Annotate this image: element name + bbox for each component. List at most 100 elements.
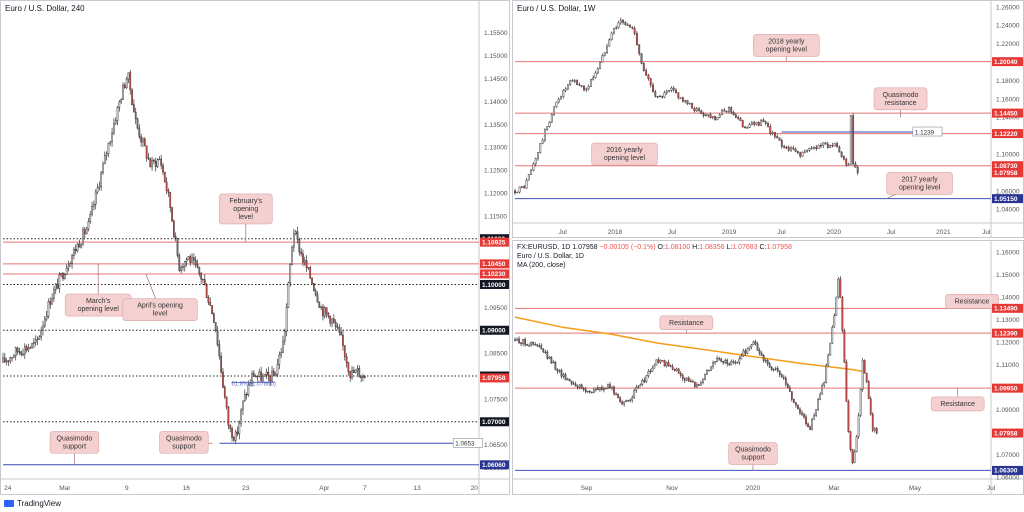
w1-x-tick-label: Jul — [887, 229, 896, 236]
d1-o-value: 1.08100 — [664, 244, 691, 251]
d1-candle-body — [641, 379, 644, 386]
w1-candle-body — [587, 85, 590, 90]
d1-y-tick-label: 1.12000 — [996, 339, 1020, 346]
d1-candle-body — [875, 428, 878, 434]
w1-x-tick-label: 2019 — [722, 229, 737, 236]
h4-candle-body — [142, 138, 144, 143]
h4-candle-body — [47, 301, 50, 317]
h4-candle-body — [42, 325, 44, 331]
h4-candle-body — [158, 158, 161, 161]
w1-candle-body — [767, 123, 769, 127]
w1-candle-body — [668, 90, 671, 92]
tradingview-brand[interactable]: TradingView — [4, 499, 61, 508]
w1-candle-body — [845, 158, 848, 165]
d1-candle-body — [520, 342, 522, 344]
h4-candle-body — [125, 78, 128, 88]
d1-candle-body — [770, 367, 773, 371]
h4-candle-body — [196, 264, 199, 268]
h4-candle-body — [18, 351, 21, 353]
d1-candle-body — [599, 387, 601, 391]
h4-candle-body — [240, 409, 242, 424]
h4-candle-body — [109, 141, 112, 144]
d1-candle-body — [556, 369, 559, 372]
w1-annotation-text: 2016 yearly — [606, 147, 643, 154]
h4-candle-body — [120, 99, 123, 103]
d1-x-tick-label: Nov — [666, 485, 678, 492]
h4-candle-body — [25, 346, 28, 351]
d1-candle-body — [835, 296, 838, 316]
h4-candle-body — [49, 301, 52, 305]
h4-price-tag-label: 1.07958 — [482, 375, 506, 382]
h4-candle-body — [74, 248, 77, 252]
h4-candle-body — [271, 370, 273, 382]
h4-candle-body — [31, 343, 33, 348]
w1-annotation-text: resistance — [885, 100, 917, 107]
d1-candle-body — [578, 384, 581, 388]
d1-candle-body — [550, 356, 553, 364]
d1-candle-body — [789, 387, 791, 392]
h4-chart-svg[interactable]: 1.15500 1.15000 1.14500 1.14000 1.13500 1.130… — [1, 1, 510, 495]
h4-candle-body — [356, 368, 359, 371]
h4-candle-body — [269, 375, 272, 382]
d1-chart-svg[interactable]: 1.16000 1.15000 1.14000 1.13000 1.12000 1.110… — [513, 241, 1024, 495]
w1-candle-body — [541, 139, 544, 144]
h4-chart-panel[interactable]: 1.15500 1.15000 1.14500 1.14000 1.13500 1.130… — [0, 0, 510, 495]
h4-x-tick-label: Apr — [319, 485, 330, 492]
h4-candle-body — [256, 375, 259, 378]
d1-candle-body — [681, 375, 684, 379]
d1-candle-body — [736, 362, 739, 364]
w1-candle-body — [695, 108, 698, 112]
h4-candle-body — [236, 431, 239, 435]
d1-candle-body — [698, 384, 700, 386]
h4-annotation-text: Quasimodo — [166, 435, 202, 442]
w1-candle-body — [626, 24, 629, 26]
d1-candle-body — [671, 366, 674, 370]
w1-chart-panel[interactable]: 1.260001.240001.220001.200001.180001.160… — [512, 0, 1024, 238]
w1-candle-body — [548, 121, 551, 127]
d1-candle-body — [685, 377, 688, 381]
h4-candle-body — [360, 376, 362, 379]
w1-candle-body — [583, 85, 585, 91]
h4-candle-body — [227, 406, 230, 426]
w1-candle-body — [790, 147, 792, 151]
h4-candle-body — [22, 353, 24, 356]
h4-candle-body — [103, 155, 106, 165]
w1-candle-body — [654, 91, 657, 97]
d1-candle-body — [764, 360, 767, 362]
d1-candle-body — [637, 386, 640, 388]
h4-candle-body — [27, 347, 30, 351]
h4-y-tick-label: 1.15500 — [484, 30, 508, 37]
w1-annotation-text: Quasimodo — [883, 92, 919, 99]
h4-candle-body — [13, 355, 15, 358]
d1-candle-body — [740, 355, 743, 360]
d1-candle-body — [863, 360, 866, 374]
w1-chart-svg[interactable]: 1.260001.240001.220001.200001.180001.160… — [513, 1, 1024, 238]
d1-candle-body — [597, 387, 599, 391]
w1-y-tick-label: 1.16000 — [996, 96, 1020, 103]
d1-candle-body — [564, 374, 567, 381]
d1-h-value: 1.08356 — [699, 244, 725, 251]
h4-y-tick-label: 1.14000 — [484, 99, 508, 106]
h4-candle-body — [56, 283, 59, 289]
w1-candle-body — [684, 100, 687, 102]
w1-candle-body — [560, 96, 562, 100]
d1-candle-body — [613, 386, 615, 395]
w1-candle-body — [700, 110, 703, 114]
h4-price-tag-box — [480, 269, 509, 279]
w1-candle-body — [665, 90, 668, 93]
d1-chart-panel[interactable]: 1.16000 1.15000 1.14000 1.13000 1.12000 1.110… — [512, 240, 1024, 495]
d1-candle-body — [617, 394, 619, 399]
h4-candle-body — [193, 257, 195, 261]
w1-x-tick-label: 2018 — [608, 229, 623, 236]
w1-candle-body — [543, 129, 546, 141]
d1-price-tag-label: 1.12390 — [994, 330, 1018, 337]
d1-candle-body — [651, 368, 654, 372]
h4-candle-body — [302, 253, 304, 263]
d1-candle-body — [847, 401, 850, 432]
d1-candle-body — [673, 368, 676, 371]
w1-candle-body — [769, 126, 772, 135]
h4-y-tick-label: 1.12000 — [484, 190, 508, 197]
h4-x-tick-label: 24 — [4, 485, 12, 492]
w1-candle-body — [755, 122, 758, 125]
h4-chart-title: Euro / U.S. Dollar, 240 — [5, 4, 85, 13]
